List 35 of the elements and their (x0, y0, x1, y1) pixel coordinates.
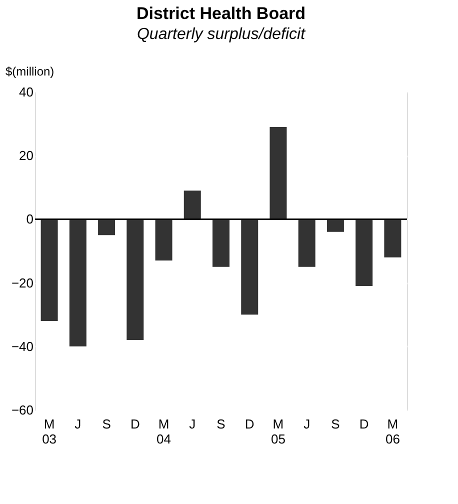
bar (270, 126, 287, 220)
x-tick-label: J (304, 416, 310, 432)
bar (326, 219, 344, 232)
bar (212, 219, 230, 267)
bar (126, 219, 144, 340)
x-tick-label: S (216, 416, 226, 432)
y-tick-label: −20 (11, 275, 34, 290)
x-tick-label: M 05 (270, 416, 286, 446)
bar (241, 219, 258, 315)
x-tick-label: D (130, 416, 140, 432)
x-tick-label: D (244, 416, 254, 432)
y-tick-label: 0 (26, 212, 34, 227)
bar (40, 219, 58, 321)
bar (98, 219, 116, 236)
y-tick-label: −60 (11, 402, 34, 418)
chart-title: District Health Board (136, 4, 306, 23)
bar (155, 219, 172, 261)
y-tick-label: −40 (11, 338, 34, 354)
x-tick-label: S (102, 416, 112, 432)
x-tick-label: D (359, 416, 369, 432)
y-axis-title: $(million) (6, 64, 54, 78)
x-tick-label: J (74, 416, 82, 432)
bar (384, 219, 402, 258)
y-tick-label: 40 (19, 84, 34, 100)
bar (69, 219, 86, 346)
x-tick-label: M 06 (385, 416, 400, 446)
bar (184, 190, 201, 220)
x-tick-label: S (331, 416, 340, 432)
bar (356, 219, 373, 286)
x-tick-label: M 03 (42, 416, 57, 446)
bar (298, 219, 316, 267)
x-tick-label: J (189, 416, 196, 432)
chart-subtitle: Quarterly surplus/deficit (136, 26, 306, 43)
y-tick-label: 20 (19, 148, 34, 164)
x-tick-label: M 04 (156, 416, 172, 446)
